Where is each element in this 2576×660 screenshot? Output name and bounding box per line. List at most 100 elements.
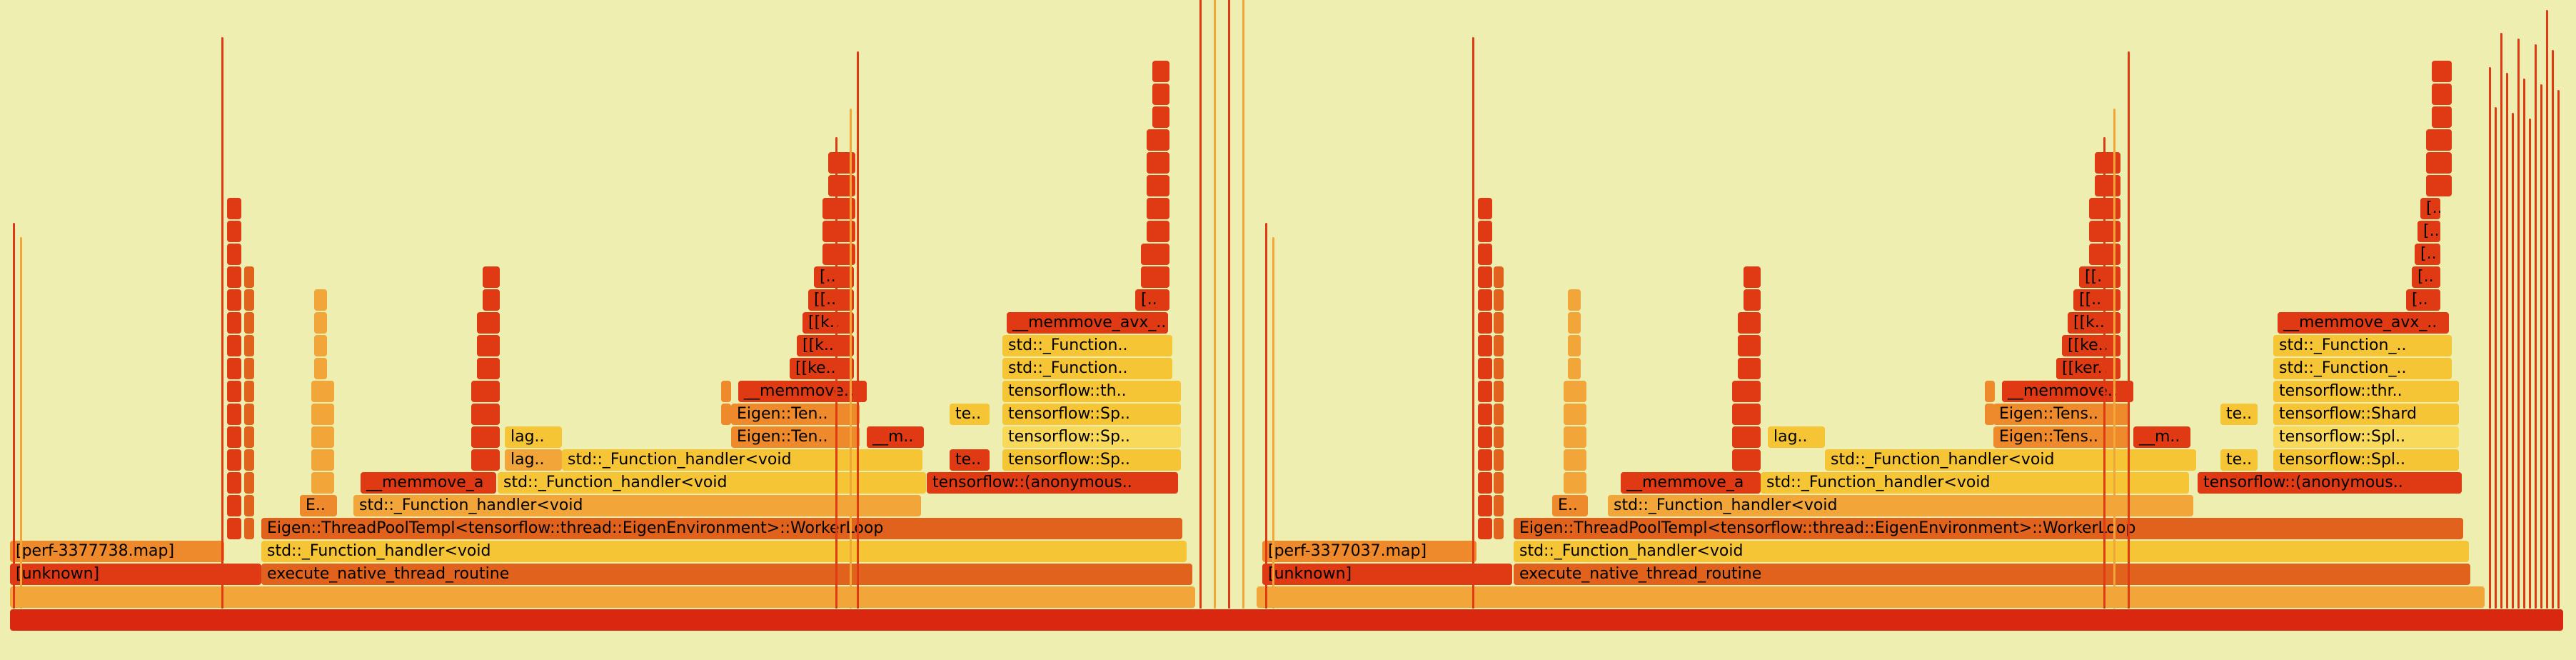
stack-frame[interactable] xyxy=(227,472,241,494)
stack-frame[interactable] xyxy=(227,312,241,334)
stack-frame[interactable] xyxy=(311,449,334,471)
stack-frame[interactable] xyxy=(1478,312,1492,334)
process-frame-left[interactable] xyxy=(10,586,1195,608)
te-frame-right-1[interactable]: te.. xyxy=(2220,404,2258,425)
k-frame-left-1[interactable]: [[k.. xyxy=(797,335,854,356)
stack-frame[interactable] xyxy=(471,404,500,425)
narrow-stack[interactable] xyxy=(2540,84,2542,609)
stack-frame[interactable] xyxy=(244,404,254,425)
stack-frame[interactable] xyxy=(1738,335,1761,356)
stack-frame[interactable] xyxy=(2426,152,2452,174)
function-handler-left-5[interactable]: std::_Function.. xyxy=(1002,358,1172,379)
dot-frame-right-4[interactable]: [.. xyxy=(2417,221,2440,242)
stack-frame[interactable] xyxy=(1152,84,1169,105)
stack-frame[interactable] xyxy=(2426,129,2452,151)
stack-frame[interactable] xyxy=(1494,335,1504,356)
tf-anon-frame-right[interactable]: tensorflow::(anonymous.. xyxy=(2198,472,2462,494)
tf-sp-frame-left-3[interactable]: tensorflow::Sp.. xyxy=(1002,404,1181,425)
unknown-frame-right[interactable]: [unknown] xyxy=(1262,564,1512,585)
perf-map-frame-left[interactable]: [perf-3377738.map] xyxy=(10,541,224,562)
memmove-frame-left[interactable]: __memmove.. xyxy=(738,381,867,402)
narrow-stack[interactable] xyxy=(2128,51,2130,609)
function-handler-right-4[interactable]: std::_Function_handler<void xyxy=(1825,449,2196,471)
stack-frame[interactable] xyxy=(1568,289,1581,311)
stack-frame[interactable] xyxy=(2095,175,2120,196)
stack-frame[interactable] xyxy=(1147,221,1169,242)
stack-frame[interactable] xyxy=(1478,198,1492,219)
perf-map-frame-right[interactable]: [perf-3377037.map] xyxy=(1262,541,1476,562)
stack-frame[interactable] xyxy=(1152,106,1169,128)
narrow-stack[interactable] xyxy=(835,137,837,609)
stack-frame[interactable] xyxy=(477,312,500,334)
eigen-tens-frame-right-2[interactable]: Eigen::Tens.. xyxy=(1993,404,2129,425)
dot-frame-right-1[interactable]: [.. xyxy=(2406,289,2440,311)
narrow-stack[interactable] xyxy=(1214,0,1216,609)
stack-frame[interactable] xyxy=(1494,449,1504,471)
stack-frame[interactable] xyxy=(244,266,254,288)
stack-frame[interactable] xyxy=(314,289,327,311)
m-frame-right[interactable]: __m.. xyxy=(2133,426,2190,448)
stack-frame[interactable] xyxy=(1494,266,1504,288)
stack-frame[interactable] xyxy=(1494,381,1504,402)
stack-frame[interactable] xyxy=(227,289,241,311)
stack-frame[interactable] xyxy=(1564,381,1586,402)
narrow-stack[interactable] xyxy=(1199,0,1202,609)
narrow-stack[interactable] xyxy=(13,223,15,609)
ke-frame-right[interactable]: [[ke.. xyxy=(2062,335,2120,356)
ke-frame-left[interactable]: [[ke.. xyxy=(790,358,854,379)
stack-frame[interactable] xyxy=(1494,289,1504,311)
stack-frame[interactable] xyxy=(1494,495,1504,516)
stack-frame[interactable] xyxy=(1744,266,1761,288)
lag-frame-left-2[interactable]: lag.. xyxy=(505,449,562,471)
process-frame-right[interactable] xyxy=(1257,586,2485,608)
stack-frame[interactable] xyxy=(244,381,254,402)
stack-frame[interactable] xyxy=(483,289,500,311)
stack-frame[interactable] xyxy=(1985,404,1995,425)
stack-frame[interactable] xyxy=(314,358,327,379)
narrow-stack[interactable] xyxy=(2489,67,2491,609)
eigen-ten-frame-left-1[interactable]: Eigen::Ten.. xyxy=(731,426,860,448)
stack-frame[interactable] xyxy=(1478,404,1492,425)
memmove-frame-right[interactable]: __memmove.. xyxy=(2002,381,2133,402)
stack-frame[interactable] xyxy=(1147,198,1169,219)
stack-frame[interactable] xyxy=(227,381,241,402)
stack-frame[interactable] xyxy=(2432,106,2452,128)
narrow-stack[interactable] xyxy=(221,37,223,609)
m-frame-left[interactable]: __m.. xyxy=(867,426,924,448)
function-handler-right-3[interactable]: std::_Function_handler<void xyxy=(1761,472,2189,494)
eigen-tens-frame-right-1[interactable]: Eigen::Tens.. xyxy=(1993,426,2129,448)
stack-frame[interactable] xyxy=(1732,426,1761,448)
stack-frame[interactable] xyxy=(1147,152,1169,174)
narrow-stack[interactable] xyxy=(2523,79,2525,609)
narrow-stack[interactable] xyxy=(1228,0,1230,609)
narrow-stack[interactable] xyxy=(1272,237,1274,609)
stack-frame[interactable] xyxy=(2095,152,2120,174)
tf-anon-frame-left[interactable]: tensorflow::(anonymous.. xyxy=(927,472,1178,494)
te-frame-left-2[interactable]: te.. xyxy=(950,449,990,471)
bracket-frame-left[interactable]: [[.. xyxy=(808,289,854,311)
stack-frame[interactable] xyxy=(244,426,254,448)
stack-frame[interactable] xyxy=(227,221,241,242)
narrow-stack[interactable] xyxy=(2557,90,2560,609)
memmove-avx-frame-left[interactable]: __memmove_avx_.. xyxy=(1007,312,1168,334)
stack-frame[interactable] xyxy=(227,495,241,516)
stack-frame[interactable] xyxy=(1738,312,1761,334)
dot-frame-right-5[interactable]: [.. xyxy=(2420,198,2440,219)
threadpool-workerloop-right[interactable]: Eigen::ThreadPoolTempl<tensorflow::threa… xyxy=(1514,518,2463,539)
stack-frame[interactable] xyxy=(227,358,241,379)
execute-native-thread-left[interactable]: execute_native_thread_routine xyxy=(261,564,1192,585)
stack-frame[interactable] xyxy=(1141,266,1169,288)
stack-frame[interactable] xyxy=(721,381,731,402)
tf-spl-frame-right-1[interactable]: tensorflow::Spl.. xyxy=(2273,449,2459,471)
narrow-stack[interactable] xyxy=(2506,73,2508,609)
stack-frame[interactable] xyxy=(471,381,500,402)
stack-frame[interactable] xyxy=(1494,312,1504,334)
stack-frame[interactable] xyxy=(721,404,731,425)
memmove-avx-frame-right[interactable]: __memmove_avx_.. xyxy=(2278,312,2449,334)
dot-frame-left-b[interactable]: [.. xyxy=(814,266,854,288)
function-handler-left-6[interactable]: std::_Function.. xyxy=(1002,335,1172,356)
stack-frame[interactable] xyxy=(227,335,241,356)
stack-frame[interactable] xyxy=(1568,358,1581,379)
function-handler-right-6[interactable]: std::_Function_.. xyxy=(2273,335,2452,356)
lag-frame-left-1[interactable]: lag.. xyxy=(505,426,562,448)
